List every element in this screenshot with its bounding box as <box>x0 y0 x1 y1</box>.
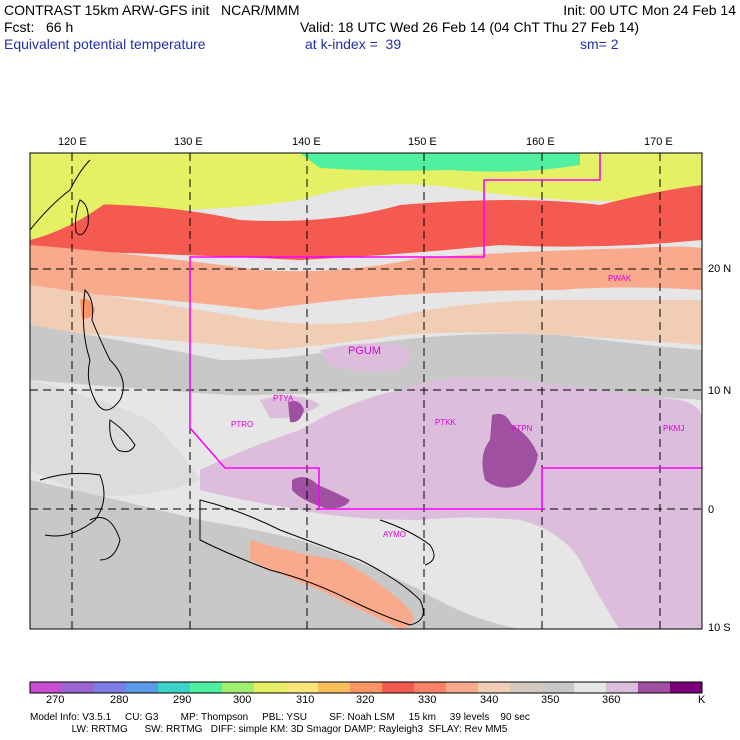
station-ptro: PTRO <box>231 420 254 429</box>
colorbar-label-320: 320 <box>356 694 375 706</box>
field-name: Equivalent potential temperature <box>4 36 206 52</box>
colorbar-swatch <box>446 682 479 693</box>
colorbar-label-290: 290 <box>173 694 192 706</box>
colorbar-swatch <box>94 682 127 693</box>
map-frame <box>29 152 703 630</box>
colorbar-swatch <box>670 682 703 693</box>
model-info-line1: Model Info: V3.5.1 CU: G3 MP: Thompson P… <box>30 712 530 723</box>
colorbar-swatch <box>254 682 287 693</box>
smoothing: sm= 2 <box>580 36 619 52</box>
colorbar-swatch <box>30 682 63 693</box>
colorbar-swatch <box>510 682 543 693</box>
plot-title: CONTRAST 15km ARW-GFS init NCAR/MMM <box>4 2 300 18</box>
lat-tick-10s: 10 S <box>708 622 731 634</box>
lon-tick-160: 160 E <box>526 136 555 148</box>
station-pgum: PGUM <box>348 345 381 357</box>
colorbar-swatch <box>318 682 351 693</box>
model-info-line2: LW: RRTMG SW: RRTMG DIFF: simple KM: 3D … <box>30 724 508 735</box>
colorbar-swatch <box>382 682 415 693</box>
station-pkmj: PKMJ <box>663 424 685 433</box>
colorbar-swatch <box>606 682 639 693</box>
station-ptya: PTYA <box>273 394 294 403</box>
init-time: Init: 00 UTC Mon 24 Feb 14 <box>563 2 736 18</box>
colorbar-label-300: 300 <box>233 694 252 706</box>
lat-tick-20n: 20 N <box>708 263 732 275</box>
colorbar-label-280: 280 <box>110 694 129 706</box>
station-ptkk: PTKK <box>435 418 456 427</box>
station-aymo: AYMO <box>383 530 406 539</box>
forecast-hour: Fcst: 66 h <box>4 19 74 35</box>
lon-tick-170: 170 E <box>644 136 673 148</box>
colorbar-frame <box>29 681 703 694</box>
colorbar-label-310: 310 <box>296 694 315 706</box>
colorbar-swatch <box>158 682 191 693</box>
colorbar-label-350: 350 <box>541 694 560 706</box>
colorbar-unit: K <box>698 694 706 706</box>
graticule <box>30 153 702 629</box>
lon-tick-140: 140 E <box>292 136 321 148</box>
colorbar-swatch <box>350 682 383 693</box>
colorbar-label-330: 330 <box>418 694 437 706</box>
level-index: at k-index = 39 <box>305 36 402 52</box>
lon-tick-150: 150 E <box>408 136 437 148</box>
colorbar-swatch <box>638 682 671 693</box>
colorbar-swatch <box>574 682 607 693</box>
colorbar-swatch <box>414 682 447 693</box>
colorbar-swatch <box>222 682 255 693</box>
equivalent-potential-temperature-field <box>30 153 702 629</box>
colorbar-swatch <box>286 682 319 693</box>
lon-tick-120: 120 E <box>58 136 87 148</box>
colorbar-swatch <box>62 682 95 693</box>
region-boundary <box>189 153 702 510</box>
colorbar-swatch <box>478 682 511 693</box>
station-ptpn: PTPN <box>511 424 533 433</box>
lon-tick-130: 130 E <box>174 136 203 148</box>
coastlines <box>30 159 435 626</box>
colorbar-label-360: 360 <box>602 694 621 706</box>
valid-time: Valid: 18 UTC Wed 26 Feb 14 (04 ChT Thu … <box>300 19 640 35</box>
colorbar-swatch <box>126 682 159 693</box>
colorbar-label-340: 340 <box>480 694 499 706</box>
colorbar <box>29 681 703 694</box>
colorbar-swatch <box>190 682 223 693</box>
colorbar-label-270: 270 <box>46 694 65 706</box>
colorbar-swatch <box>542 682 575 693</box>
lat-tick-0: 0 <box>708 504 715 516</box>
lat-tick-10n: 10 N <box>708 385 732 397</box>
station-pwak: PWAK <box>608 274 632 283</box>
